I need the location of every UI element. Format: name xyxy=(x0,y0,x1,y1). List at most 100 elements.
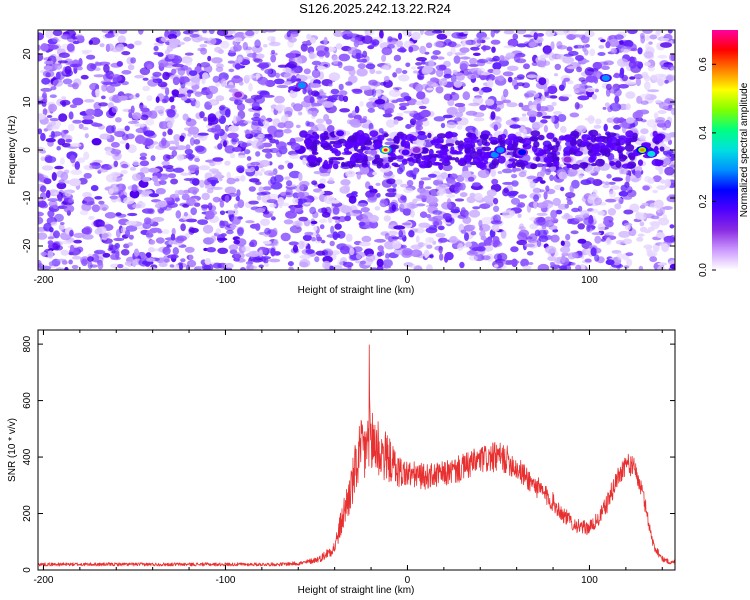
spectrogram-cell xyxy=(535,163,545,168)
spectrogram-cell xyxy=(217,247,229,254)
spectrogram-cell xyxy=(391,204,396,212)
spectrogram-ridge-cell xyxy=(552,137,558,143)
spectrogram-cell xyxy=(592,189,598,196)
spectrogram-cell xyxy=(629,203,640,213)
spectrogram-cell xyxy=(211,186,223,190)
spectrogram-cell xyxy=(416,195,427,199)
spectrogram-cell xyxy=(246,52,259,58)
spectrogram-cell xyxy=(371,39,380,46)
spectrogram-cell xyxy=(139,156,147,161)
spectrogram-cell xyxy=(226,229,234,235)
spectrogram-cell xyxy=(311,69,321,79)
spectrogram-cell xyxy=(82,191,92,198)
spectrogram-cell xyxy=(262,240,272,245)
spectrogram-cell xyxy=(309,37,316,44)
spectrogram-cell xyxy=(193,139,201,145)
spectrogram-cell xyxy=(540,95,546,102)
spectrogram-cell xyxy=(433,116,446,122)
spectrogram-cell xyxy=(465,110,478,116)
spectrogram-cell xyxy=(319,172,330,177)
spectrogram-cell xyxy=(526,74,538,79)
y-tick-label: -10 xyxy=(22,190,33,205)
spectrogram-cell xyxy=(352,209,362,214)
spectrogram-cell xyxy=(550,234,560,243)
spectrogram-cell xyxy=(111,105,118,114)
spectrogram-cell xyxy=(38,128,43,135)
spectrogram-cell xyxy=(503,45,514,49)
spectrogram-cell xyxy=(314,65,319,71)
spectrogram-cell xyxy=(41,101,47,107)
spectrogram-cell xyxy=(214,124,221,132)
spectrogram-cell xyxy=(278,164,285,170)
spectrogram-cell xyxy=(644,81,651,91)
spectrogram-cell xyxy=(606,231,615,236)
spectrogram-cell xyxy=(669,263,675,270)
spectrogram-cell xyxy=(38,53,44,62)
spectrogram-cell xyxy=(544,216,553,222)
spectrogram-cell xyxy=(613,124,621,130)
spectrogram-cell xyxy=(571,207,580,213)
spectrogram-cell xyxy=(619,40,624,45)
spectrogram-cell xyxy=(270,54,277,63)
spectrogram-cell xyxy=(43,178,52,185)
spectrogram-cell xyxy=(469,57,478,65)
spectrogram-cell xyxy=(597,52,606,56)
spectrogram-cell xyxy=(93,249,106,255)
spectrogram-cell xyxy=(175,236,185,244)
spectrogram-cell xyxy=(454,206,460,213)
spectrogram-cell xyxy=(591,93,598,100)
spectrogram-cell xyxy=(655,30,661,37)
spectrogram-cell xyxy=(314,256,320,263)
spectrogram-cell xyxy=(374,98,386,105)
spectrogram-ridge-cell xyxy=(617,146,626,151)
spectrogram-cell xyxy=(330,225,335,235)
spectrogram-cell xyxy=(47,250,54,259)
spectrogram-cell xyxy=(372,171,377,176)
spectrogram-cell xyxy=(81,49,93,53)
snr-frame xyxy=(37,329,676,571)
spectrogram-cell xyxy=(51,172,57,181)
spectrogram-cell xyxy=(108,188,114,195)
spectrogram-cell xyxy=(69,143,82,148)
spectrogram-cell xyxy=(264,227,271,235)
spectrogram-cell xyxy=(375,70,383,75)
spectrogram-cell xyxy=(141,176,151,183)
spectrogram-cell xyxy=(605,238,612,246)
spectrogram-cell xyxy=(217,143,223,150)
spectrogram-cell xyxy=(271,49,275,55)
spectrogram-cell xyxy=(584,165,597,174)
spectrogram-cell xyxy=(660,42,672,48)
spectrogram-cell xyxy=(217,49,224,54)
spectrogram-cell xyxy=(565,233,571,241)
spectrogram-cell xyxy=(502,181,514,185)
spectrogram-cell xyxy=(87,256,94,262)
spectrogram-ridge-cell xyxy=(354,142,362,146)
spectrogram-y-axis-title: Frequency (Hz) xyxy=(7,116,18,185)
spectrogram-cell xyxy=(311,236,316,242)
spectrogram-cell xyxy=(637,47,643,55)
spectrogram-cell xyxy=(424,30,436,36)
spectrogram-cell xyxy=(418,222,431,228)
spectrogram-cell xyxy=(38,96,43,101)
spectrogram-cell xyxy=(500,230,507,239)
spectrogram-cell xyxy=(108,243,114,250)
spectrogram-cell xyxy=(229,224,238,229)
spectrogram-cell xyxy=(102,207,107,212)
spectrogram-cell xyxy=(189,177,197,185)
spectrogram-cell xyxy=(471,247,480,252)
spectrogram-cell xyxy=(600,39,606,43)
spectrogram-cell xyxy=(591,208,599,214)
spectrogram-cell xyxy=(557,114,567,122)
spectrogram-cell xyxy=(239,267,247,270)
spectrogram-cell xyxy=(513,54,521,63)
spectrogram-cell xyxy=(617,58,629,67)
spectrogram-cell xyxy=(201,192,210,201)
spectrogram-cell xyxy=(72,119,82,124)
colorbar: 0.0 0.2 0.4 0.6 Normalized spectral amplitu… xyxy=(698,30,750,277)
spectrogram-cell xyxy=(375,89,382,97)
spectrogram-cell xyxy=(182,113,189,121)
spectrogram-cell xyxy=(286,180,293,187)
spectrogram-cell xyxy=(379,30,384,39)
spectrogram-cell xyxy=(72,97,84,106)
spectrogram-cell xyxy=(635,109,644,119)
